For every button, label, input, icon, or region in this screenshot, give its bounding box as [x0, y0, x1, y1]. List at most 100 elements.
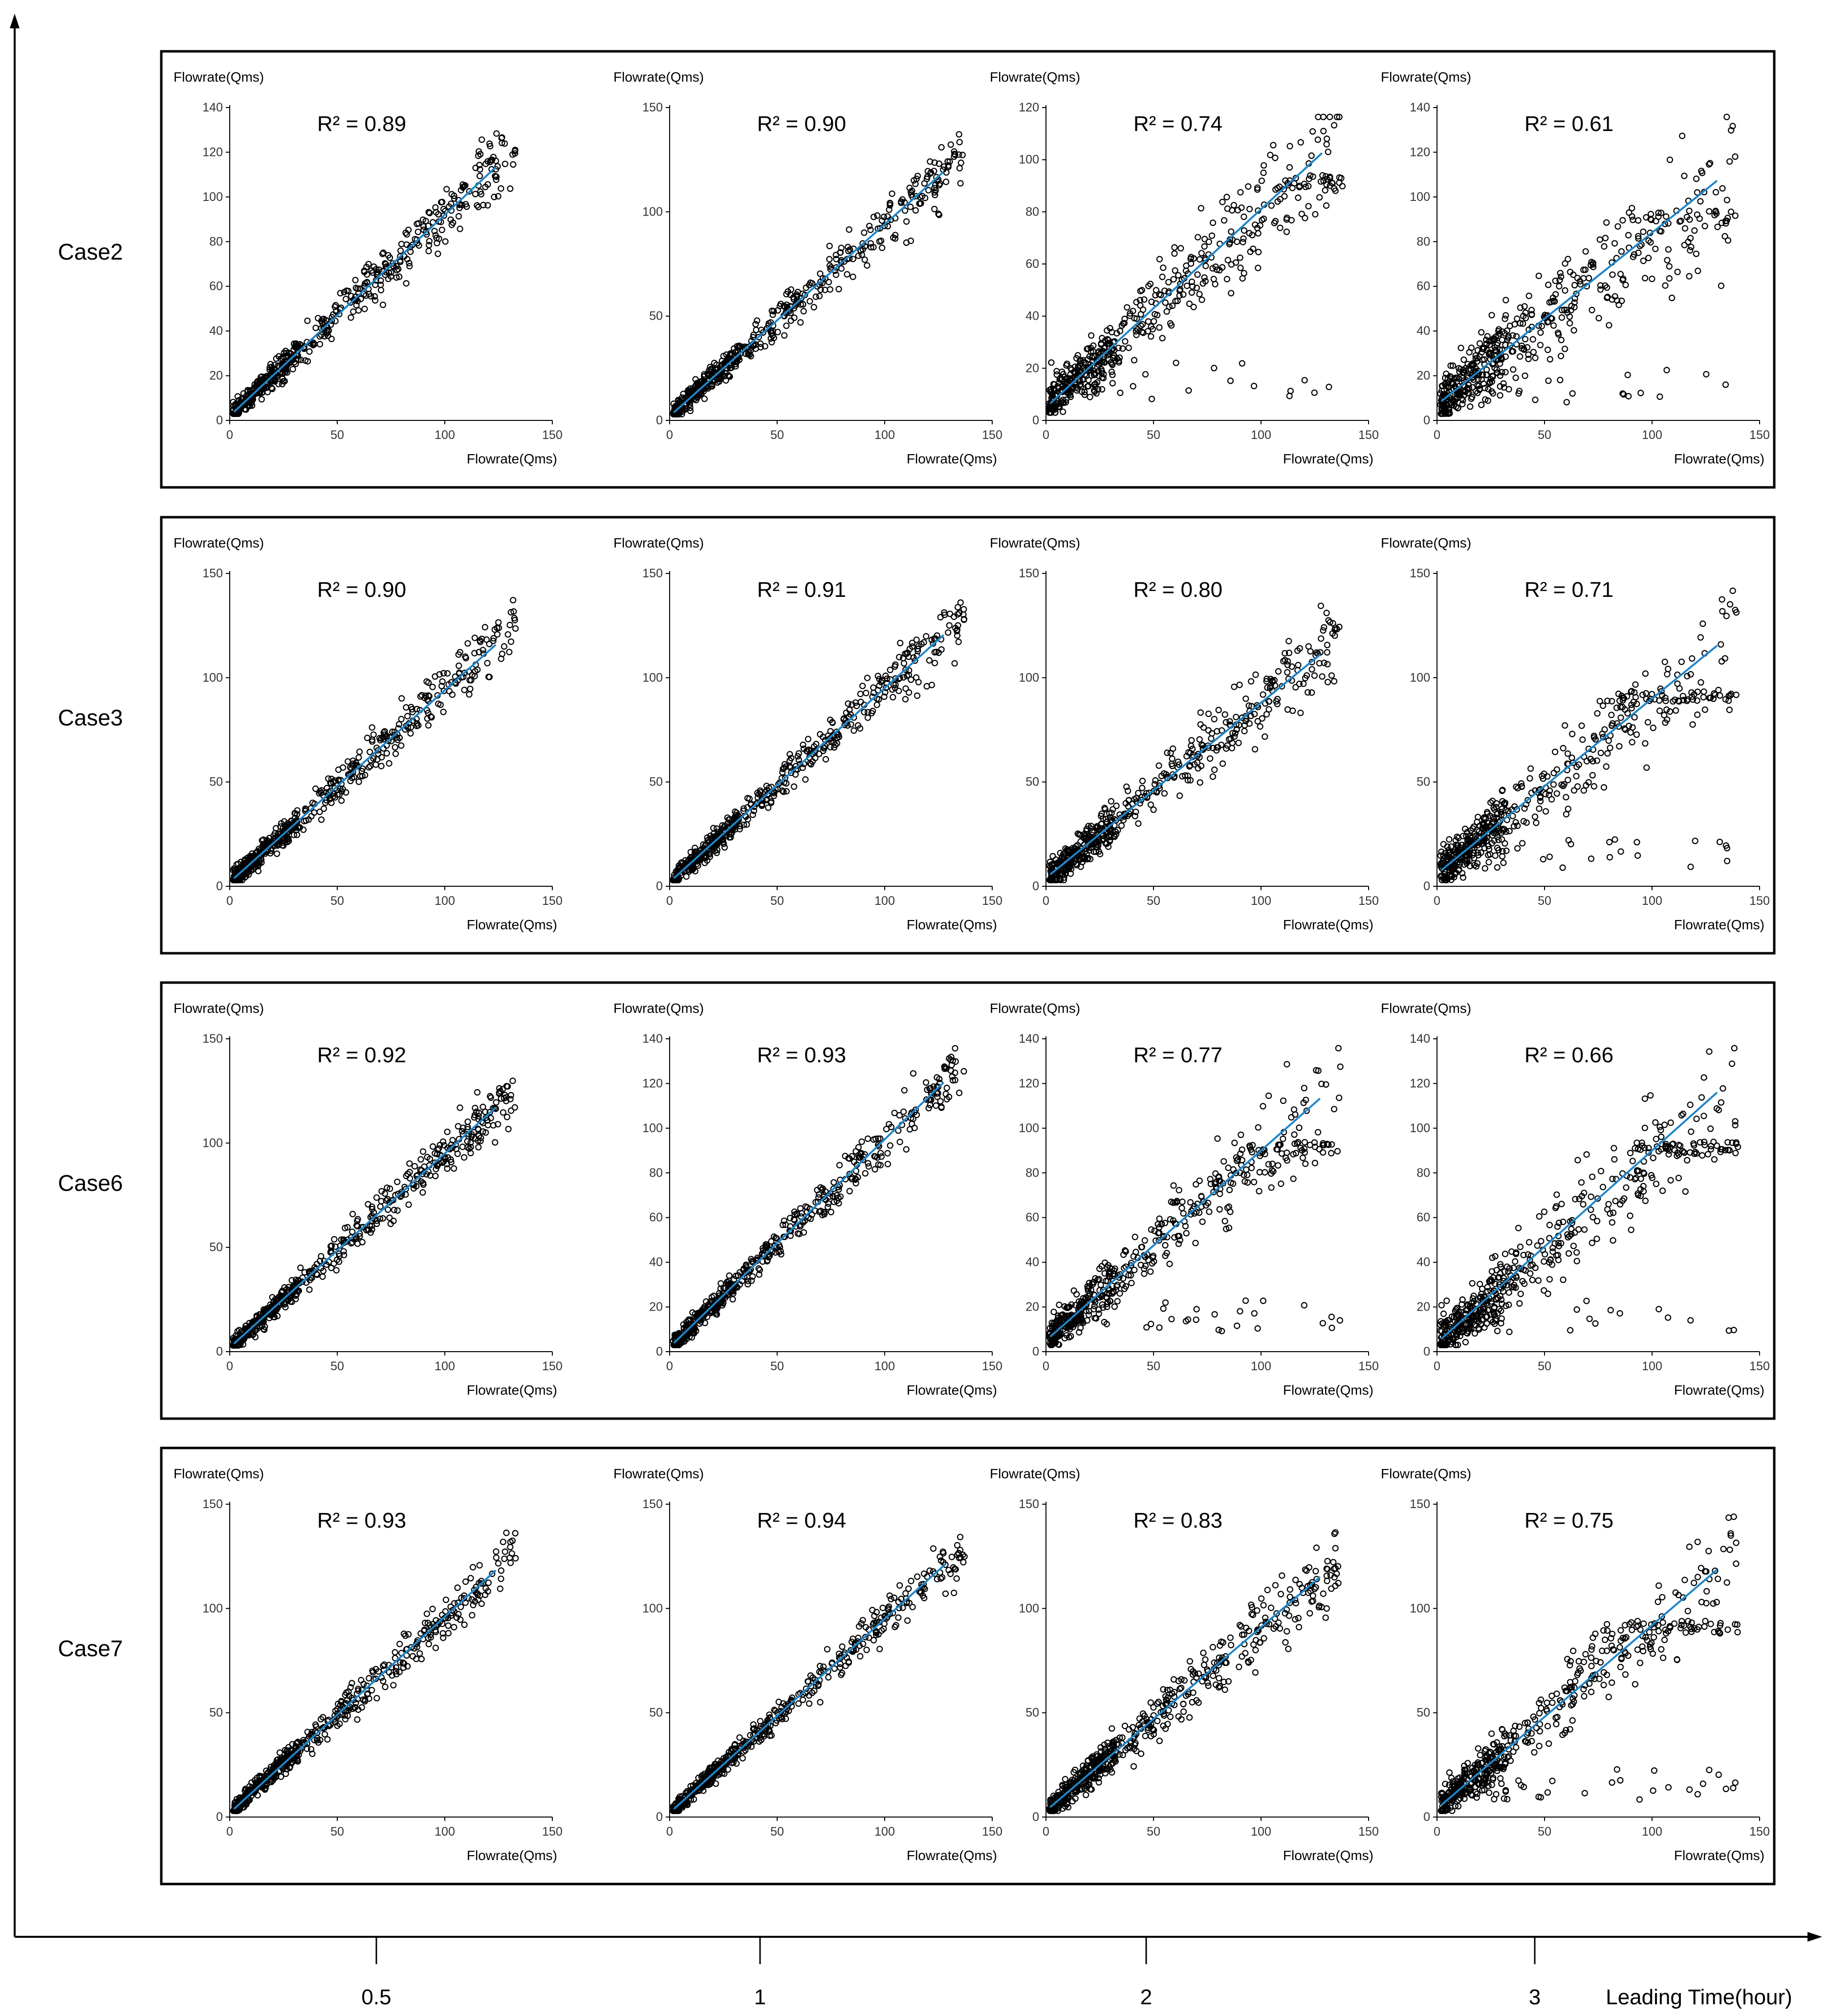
- data-point: [1661, 658, 1668, 665]
- data-point: [1665, 246, 1672, 253]
- y-tick-label: 20: [1025, 361, 1039, 375]
- data-point: [1325, 149, 1331, 155]
- data-point: [1693, 175, 1700, 182]
- case-row-case2: Case2Flowrate(Qms)Flowrate(Qms)020406080…: [58, 50, 1776, 489]
- x-tick-label: 100: [435, 428, 455, 442]
- x-axis-title: Flowrate(Qms): [907, 1382, 997, 1398]
- data-point: [936, 180, 943, 187]
- data-point: [1563, 794, 1569, 801]
- data-point: [1602, 235, 1609, 241]
- y-tick-label: 140: [642, 1032, 663, 1046]
- data-point: [1142, 371, 1149, 378]
- data-point: [931, 168, 937, 175]
- data-point: [1201, 243, 1208, 250]
- trendline: [1440, 180, 1718, 402]
- data-point: [493, 176, 500, 183]
- data-point: [927, 169, 935, 176]
- case-row-case3: Case3Flowrate(Qms)Flowrate(Qms)050100150…: [58, 516, 1776, 955]
- data-point: [1663, 367, 1670, 373]
- y-axis-title: Flowrate(Qms): [990, 69, 1080, 85]
- data-point: [1197, 721, 1204, 728]
- data-point: [271, 362, 278, 369]
- data-point: [477, 151, 484, 157]
- x-tick-label: 0: [666, 1359, 673, 1373]
- y-axis-title: Flowrate(Qms): [174, 1001, 264, 1016]
- data-point: [432, 232, 439, 239]
- data-point: [1108, 798, 1114, 805]
- data-point: [512, 147, 519, 153]
- data-point: [857, 690, 864, 698]
- data-point: [378, 754, 385, 761]
- data-point: [311, 809, 318, 816]
- y-tick-label: 100: [1019, 671, 1039, 684]
- data-point: [926, 657, 933, 664]
- x-tick-label: 0: [1434, 428, 1440, 442]
- data-point: [1241, 213, 1247, 220]
- data-point: [1569, 390, 1576, 397]
- data-point: [1255, 248, 1262, 256]
- data-point: [770, 307, 777, 315]
- data-point: [466, 188, 473, 195]
- r-squared-label: R² = 0.90: [317, 578, 406, 602]
- data-point: [1197, 779, 1203, 786]
- data-point: [1519, 840, 1526, 847]
- data-point: [1718, 641, 1724, 648]
- data-point: [494, 163, 501, 170]
- data-point: [755, 333, 762, 341]
- data-point: [382, 260, 389, 267]
- data-point: [1194, 271, 1201, 278]
- data-point: [431, 228, 438, 235]
- data-point: [1118, 822, 1125, 829]
- data-point: [1287, 388, 1294, 394]
- data-point: [1673, 707, 1679, 714]
- data-point: [1145, 318, 1152, 325]
- data-point: [405, 226, 412, 233]
- x-tick-label: 100: [435, 1359, 455, 1373]
- r-squared-label: R² = 0.71: [1524, 578, 1613, 602]
- data-point: [404, 713, 411, 720]
- figure-vertical-axis-arrow: [10, 14, 20, 28]
- data-point: [1688, 243, 1695, 250]
- data-point: [464, 640, 471, 647]
- data-point: [397, 247, 404, 254]
- x-axis-title: Flowrate(Qms): [1674, 917, 1764, 932]
- data-point: [1285, 637, 1292, 645]
- data-point: [1504, 336, 1511, 343]
- data-point: [342, 296, 349, 303]
- data-point: [1258, 177, 1265, 184]
- r-squared-label: R² = 0.92: [317, 1043, 406, 1067]
- data-point: [769, 311, 776, 318]
- data-point: [370, 263, 377, 270]
- data-point: [947, 141, 954, 148]
- data-point: [1617, 848, 1624, 855]
- data-point: [1625, 393, 1632, 400]
- data-point: [1156, 256, 1163, 263]
- data-point: [938, 144, 945, 151]
- data-point: [1156, 324, 1163, 331]
- data-point: [484, 659, 491, 667]
- data-point: [1237, 264, 1244, 271]
- data-point: [1317, 602, 1324, 609]
- data-point: [826, 242, 833, 249]
- y-axis-title: Flowrate(Qms): [174, 69, 264, 85]
- data-point: [1722, 381, 1729, 388]
- data-point: [1661, 712, 1668, 719]
- data-point: [1195, 234, 1201, 241]
- data-point: [757, 340, 764, 347]
- data-point: [504, 631, 511, 638]
- data-point: [510, 597, 517, 604]
- data-point: [1578, 722, 1585, 729]
- data-point: [913, 193, 920, 199]
- data-point: [1530, 349, 1537, 355]
- data-point: [474, 1089, 481, 1096]
- data-point: [1605, 737, 1612, 744]
- x-axis-title: Flowrate(Qms): [467, 451, 557, 466]
- data-point: [915, 679, 922, 685]
- data-point: [1169, 755, 1176, 762]
- data-point: [802, 776, 809, 783]
- data-point: [1573, 772, 1580, 780]
- data-point: [312, 325, 319, 331]
- data-point: [731, 345, 738, 352]
- data-point: [1324, 661, 1331, 668]
